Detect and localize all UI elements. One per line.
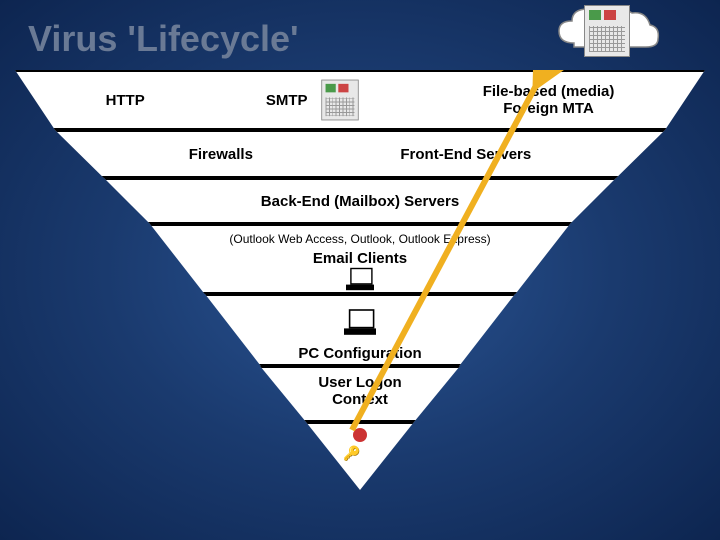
label-foreign-mta: Foreign MTA <box>483 100 615 117</box>
label-smtp: SMTP <box>266 92 308 109</box>
layer-user-logon: User Logon Context <box>260 366 460 422</box>
cloud-server-icon <box>584 5 630 62</box>
layer-perimeter: Firewalls Front-End Servers <box>55 130 665 178</box>
label-http: HTTP <box>106 92 145 109</box>
user-keys-icon <box>335 428 385 458</box>
label-file-based: File-based (media) <box>483 83 615 100</box>
label-context: Context <box>260 391 460 408</box>
server-icon <box>321 80 358 121</box>
slide-title: Virus 'Lifecycle' <box>28 18 299 60</box>
label-outlook-sub: (Outlook Web Access, Outlook, Outlook Ex… <box>150 232 570 246</box>
pc-icon <box>346 268 374 290</box>
label-firewalls: Firewalls <box>189 146 253 163</box>
label-user-logon: User Logon <box>260 374 460 391</box>
layer-entry-vectors: HTTP SMTP File-based (media) Foreign MTA <box>15 70 705 130</box>
layer-email-clients: (Outlook Web Access, Outlook, Outlook Ex… <box>150 224 570 294</box>
label-backend-servers: Back-End (Mailbox) Servers <box>261 193 459 210</box>
layer-user-apex <box>306 422 414 490</box>
label-pc-config: PC Configuration <box>205 345 515 362</box>
label-frontend-servers: Front-End Servers <box>400 146 531 163</box>
layer-pc-config: PC Configuration <box>205 294 515 366</box>
triangle-diagram: HTTP SMTP File-based (media) Foreign MTA… <box>0 70 720 540</box>
layer-backend: Back-End (Mailbox) Servers <box>104 178 616 224</box>
pc-icon <box>344 309 376 335</box>
label-email-clients: Email Clients <box>150 250 570 267</box>
